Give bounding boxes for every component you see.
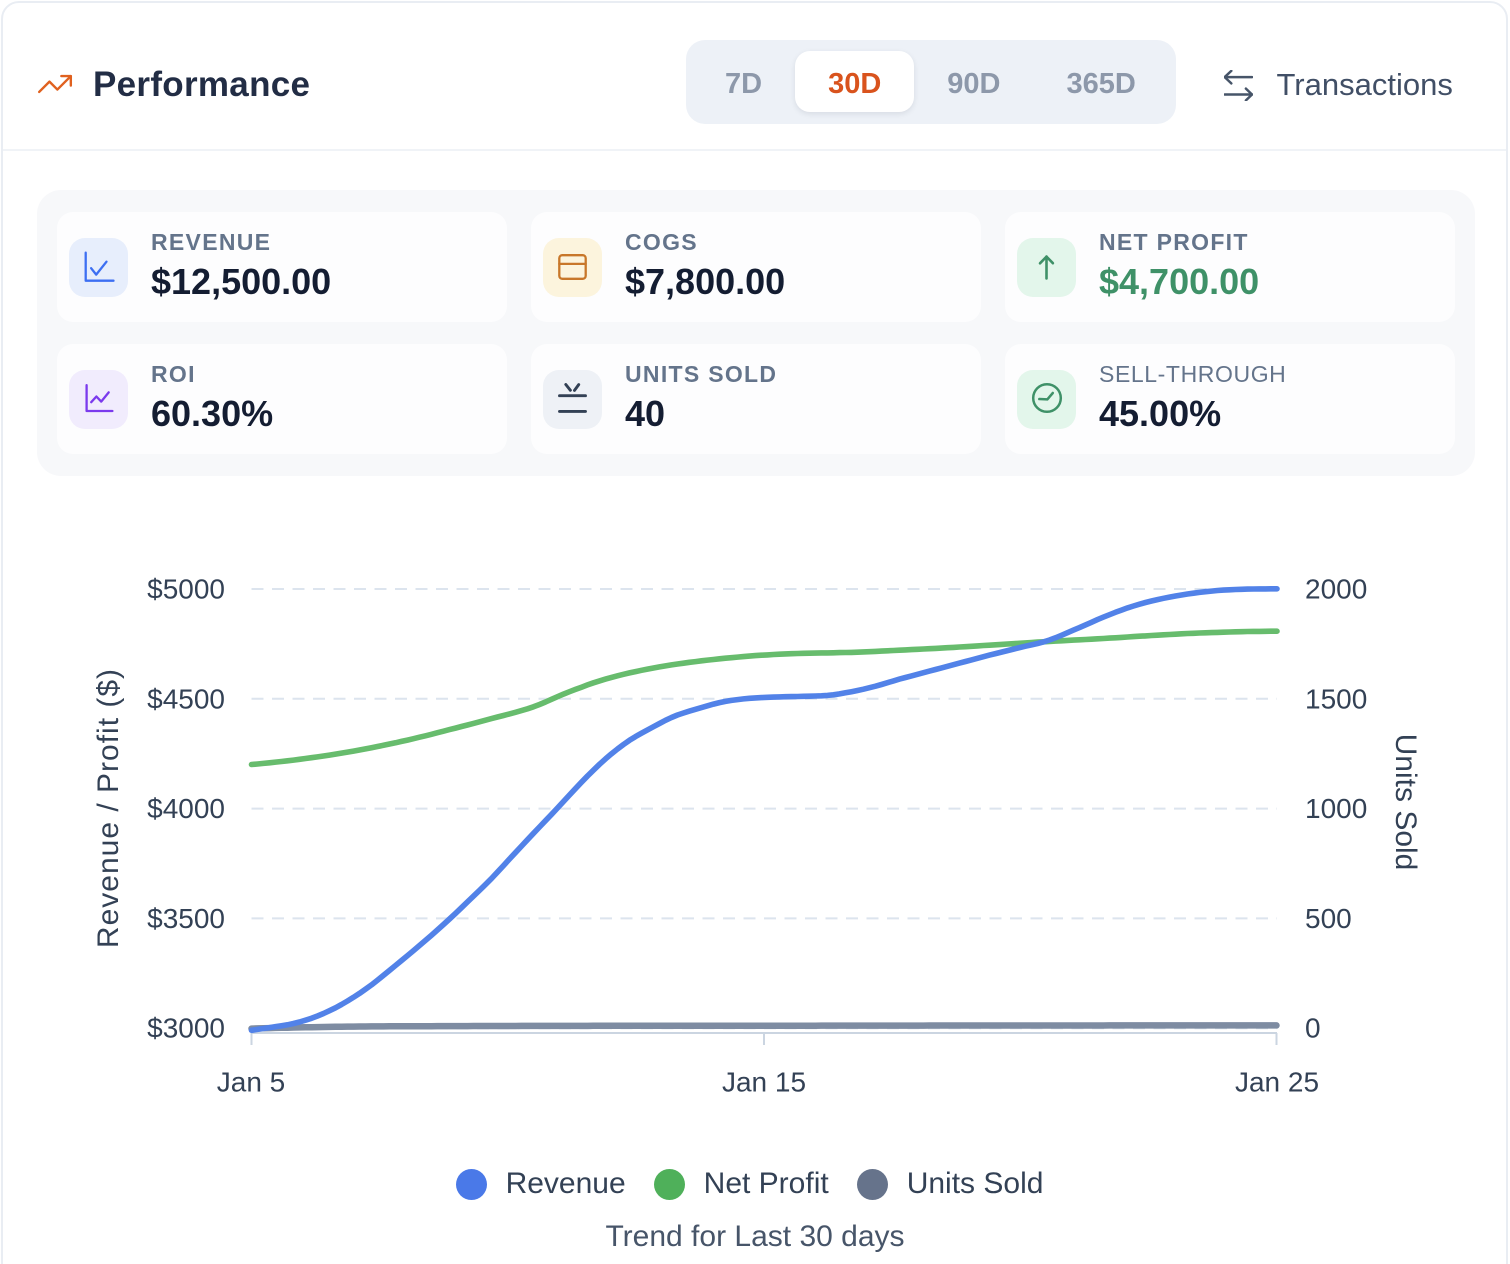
svg-text:Jan 15: Jan 15 [722, 1067, 806, 1098]
svg-text:500: 500 [1305, 903, 1352, 934]
svg-text:Jan 5: Jan 5 [217, 1067, 286, 1098]
svg-text:Revenue / Profit ($): Revenue / Profit ($) [92, 668, 125, 948]
svg-text:$4000: $4000 [147, 793, 225, 824]
svg-text:$5000: $5000 [147, 574, 225, 605]
svg-text:$3000: $3000 [147, 1013, 225, 1044]
svg-text:$3500: $3500 [147, 903, 225, 934]
svg-text:Jan 25: Jan 25 [1235, 1067, 1319, 1098]
svg-text:Units Sold: Units Sold [1389, 734, 1422, 871]
svg-text:$4500: $4500 [147, 683, 225, 714]
svg-text:2000: 2000 [1305, 574, 1367, 605]
svg-text:1500: 1500 [1305, 683, 1367, 714]
svg-text:1000: 1000 [1305, 793, 1367, 824]
svg-text:0: 0 [1305, 1013, 1321, 1044]
